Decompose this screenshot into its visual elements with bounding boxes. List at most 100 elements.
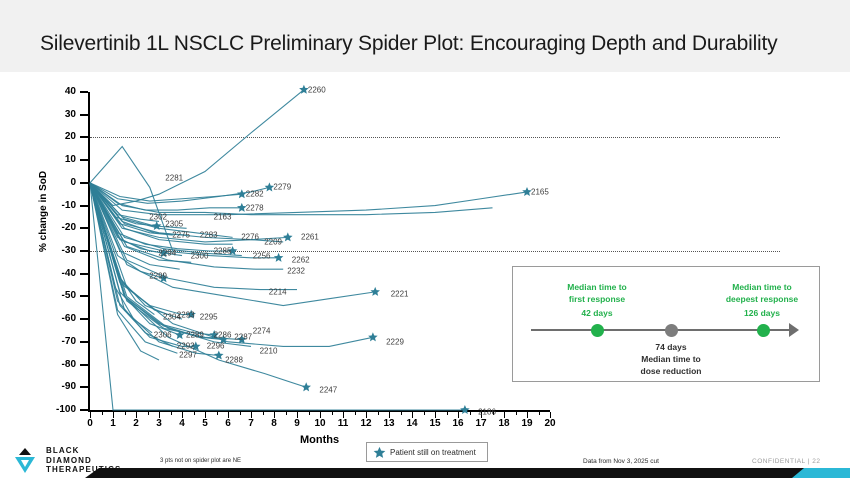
x-tick-minor bbox=[308, 412, 310, 415]
company-logo: BLACK DIAMOND THERAPEUTICS bbox=[10, 446, 140, 476]
y-tick bbox=[80, 272, 88, 275]
x-tick-label: 11 bbox=[337, 418, 349, 429]
patient-id-label: 2299 bbox=[149, 271, 167, 281]
patient-id-label: 2274 bbox=[252, 326, 271, 335]
star-icon bbox=[158, 273, 169, 283]
patient-id-label: 2285 bbox=[213, 246, 232, 256]
star-icon bbox=[174, 330, 185, 340]
y-tick bbox=[80, 295, 88, 298]
patient-id-label: 2276 bbox=[241, 232, 259, 242]
x-tick bbox=[136, 412, 137, 418]
y-tick bbox=[80, 340, 88, 343]
deepest-response-title-1: Median time to bbox=[732, 282, 792, 292]
first-response-title-1: Median time to bbox=[567, 282, 627, 292]
star-icon bbox=[368, 332, 378, 342]
x-tick bbox=[550, 412, 551, 418]
logo-line-2: DIAMOND bbox=[46, 455, 92, 465]
star-icon bbox=[264, 182, 275, 192]
y-tick bbox=[80, 136, 88, 139]
y-tick bbox=[80, 113, 88, 116]
y-tick bbox=[80, 227, 88, 230]
patient-id-label: 2306 bbox=[153, 330, 172, 340]
patient-id-label: 2232 bbox=[287, 266, 305, 276]
x-tick-minor bbox=[170, 412, 172, 415]
x-tick-minor bbox=[193, 412, 195, 415]
star-icon bbox=[373, 446, 386, 458]
x-tick-minor bbox=[147, 412, 149, 415]
patient-id-label: 2293 bbox=[176, 310, 195, 320]
y-tick-label: -100 bbox=[55, 404, 76, 415]
patient-id-label: 2279 bbox=[273, 182, 292, 192]
y-tick-label: -10 bbox=[61, 199, 76, 211]
x-tick-label: 4 bbox=[179, 418, 185, 429]
series-line bbox=[89, 182, 242, 202]
x-tick-label: 20 bbox=[544, 418, 556, 429]
patient-id-label: 2292 bbox=[176, 341, 195, 351]
x-tick-minor bbox=[331, 412, 333, 415]
patient-id-label: 2278 bbox=[245, 203, 264, 213]
y-tick bbox=[80, 91, 88, 93]
footnote: 3 pts not on spider plot are NE bbox=[160, 458, 242, 464]
first-response-value: 42 days bbox=[581, 308, 613, 318]
series-line bbox=[89, 89, 305, 207]
y-tick bbox=[80, 386, 88, 389]
x-tick-label: 16 bbox=[452, 418, 464, 429]
y-tick bbox=[80, 204, 88, 207]
x-tick-minor bbox=[377, 412, 379, 415]
x-tick bbox=[435, 412, 436, 418]
patient-id-label: 2294 bbox=[158, 248, 177, 258]
x-tick bbox=[297, 412, 298, 418]
x-tick bbox=[343, 412, 344, 418]
series-line bbox=[89, 182, 192, 263]
x-tick-label: 8 bbox=[271, 418, 277, 429]
dose-reduction-dot-icon bbox=[665, 324, 678, 337]
x-tick-label: 2 bbox=[133, 418, 139, 429]
y-tick bbox=[80, 363, 88, 366]
y-tick-label: 30 bbox=[64, 108, 76, 120]
y-tick-label: -30 bbox=[61, 245, 76, 256]
series-line bbox=[89, 182, 183, 320]
series-line bbox=[89, 182, 164, 279]
black-diamond-logo-icon bbox=[15, 448, 35, 473]
patient-id-label: 2302 bbox=[149, 212, 167, 222]
patient-id-label: 2295 bbox=[199, 312, 218, 322]
x-tick bbox=[274, 412, 275, 418]
logo-line-3: THERAPEUTICS bbox=[46, 465, 122, 475]
series-line bbox=[89, 182, 493, 216]
patient-id-label: 2304 bbox=[163, 312, 181, 322]
confidential-note: CONFIDENTIAL | 22 bbox=[752, 458, 821, 465]
x-axis-line bbox=[88, 410, 550, 412]
series-line bbox=[89, 182, 196, 347]
x-tick-label: 7 bbox=[248, 418, 254, 429]
star-icon bbox=[214, 350, 224, 360]
series-line bbox=[89, 182, 219, 357]
series-line bbox=[89, 182, 288, 243]
timeline-axis bbox=[531, 329, 789, 331]
patient-id-label: 2282 bbox=[245, 189, 264, 199]
x-tick-minor bbox=[239, 412, 241, 415]
series-line bbox=[89, 182, 242, 211]
x-tick bbox=[389, 412, 390, 418]
x-tick-minor bbox=[515, 412, 517, 415]
x-tick bbox=[458, 412, 459, 418]
x-tick-minor bbox=[423, 412, 425, 415]
patient-id-label: 2247 bbox=[319, 385, 338, 395]
y-tick-label: 40 bbox=[64, 86, 76, 97]
star-icon bbox=[237, 202, 247, 212]
patient-id-label: 2275 bbox=[172, 230, 190, 240]
series-line bbox=[89, 182, 307, 388]
y-tick-label: 0 bbox=[70, 176, 76, 188]
patient-id-label: 2289 bbox=[186, 330, 204, 340]
y-tick-label: 20 bbox=[64, 131, 76, 143]
y-tick-label: -50 bbox=[61, 290, 76, 302]
x-tick-minor bbox=[400, 412, 402, 415]
star-icon bbox=[283, 232, 293, 242]
spider-plot: % change in SoD Months 40 30 20 10 0 -10 -20 -3… bbox=[0, 72, 850, 446]
star-icon bbox=[186, 309, 196, 319]
y-tick bbox=[80, 409, 88, 411]
series-line bbox=[89, 182, 297, 291]
patient-id-label: 2210 bbox=[259, 346, 278, 356]
dose-reduction-title-1: Median time to bbox=[641, 354, 701, 364]
x-tick-minor bbox=[538, 412, 540, 415]
patient-id-label: 2163 bbox=[213, 212, 232, 222]
